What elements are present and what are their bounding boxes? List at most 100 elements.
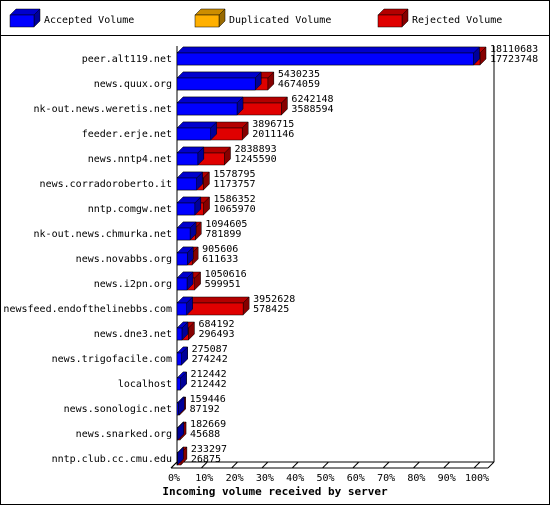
category-label: nntp.club.cc.cmu.edu — [52, 454, 172, 465]
bar — [176, 296, 250, 316]
bar — [176, 346, 189, 366]
category-label: news.i2pn.org — [94, 279, 172, 290]
value-label: 599951 — [205, 279, 241, 290]
category-label: localhost — [118, 379, 172, 390]
bar-face — [176, 127, 211, 141]
x-tick — [291, 461, 299, 469]
value-label: 212442 — [191, 379, 227, 390]
bar — [176, 71, 262, 91]
bar-face — [176, 352, 182, 366]
x-tick-label: 30% — [256, 473, 274, 484]
value-label: 3896715 — [252, 119, 294, 130]
x-tick — [352, 461, 360, 469]
category-label: nk-out.news.chmurka.net — [34, 229, 172, 240]
x-tick — [382, 461, 390, 469]
x-tick-label: 80% — [407, 473, 425, 484]
x-axis-title: Incoming volume received by server — [162, 485, 388, 498]
bar — [176, 421, 185, 441]
value-label: 4674059 — [278, 79, 320, 90]
value-label: 275087 — [192, 344, 228, 355]
bar — [176, 396, 186, 416]
value-label: 26875 — [191, 454, 221, 465]
category-label: news.snarked.org — [76, 429, 172, 440]
value-label: 87192 — [190, 404, 220, 415]
x-tick-label: 0% — [168, 473, 180, 484]
bar-face — [176, 302, 187, 316]
value-label: 3588594 — [291, 104, 333, 115]
x-tick — [443, 461, 451, 469]
value-label: 781899 — [205, 229, 241, 240]
x-tick-label: 70% — [377, 473, 395, 484]
legend-label: Accepted Volume — [44, 15, 134, 26]
value-label: 2838893 — [234, 144, 276, 155]
bar-face — [176, 252, 188, 266]
bar — [176, 146, 205, 166]
value-label: 611633 — [202, 254, 238, 265]
value-label: 233297 — [191, 444, 227, 455]
value-label: 45688 — [190, 429, 220, 440]
category-label: peer.alt119.net — [82, 54, 172, 65]
axis — [487, 461, 495, 469]
category-label: nk-out.news.weretis.net — [34, 104, 172, 115]
legend-swatch-face — [194, 14, 220, 28]
bar — [176, 321, 189, 341]
bar — [176, 221, 197, 241]
bar-face — [176, 327, 183, 341]
value-label: 1578795 — [213, 169, 255, 180]
bar — [176, 271, 194, 291]
bar-face — [176, 77, 256, 91]
category-label: news.nntp4.net — [88, 154, 172, 165]
x-tick-label: 100% — [465, 473, 489, 484]
value-label: 296493 — [198, 329, 234, 340]
bar-face — [176, 52, 474, 66]
x-tick — [261, 461, 269, 469]
x-tick — [200, 461, 208, 469]
x-tick — [473, 461, 481, 469]
bar — [176, 296, 194, 316]
bar-face — [176, 152, 199, 166]
value-label: 159446 — [190, 394, 226, 405]
value-label: 18110683 — [490, 44, 538, 55]
x-tick — [322, 461, 329, 469]
x-tick-label: 20% — [226, 473, 244, 484]
bar — [176, 196, 202, 216]
legend-swatch-face — [377, 14, 403, 28]
legend-label: Rejected Volume — [412, 15, 502, 26]
value-label: 1173757 — [213, 179, 255, 190]
category-label: news.quux.org — [94, 79, 172, 90]
bar — [176, 121, 218, 141]
bar-face — [176, 377, 181, 391]
bar — [176, 96, 244, 116]
value-label: 274242 — [192, 354, 228, 365]
x-tick-label: 90% — [438, 473, 456, 484]
category-label: news.corradoroberto.it — [40, 179, 172, 190]
value-label: 1065970 — [214, 204, 256, 215]
category-label: news.dne3.net — [94, 329, 172, 340]
legend-swatch — [9, 8, 41, 28]
bar-face — [176, 202, 196, 216]
bar-face — [176, 71, 262, 79]
value-label: 3952628 — [253, 294, 295, 305]
value-label: 1094605 — [205, 219, 247, 230]
value-label: 2011146 — [252, 129, 294, 140]
value-label: 182669 — [190, 419, 226, 430]
bar — [176, 446, 185, 466]
x-tick-label: 40% — [286, 473, 304, 484]
bar-face — [176, 177, 197, 191]
x-tick-label: 60% — [347, 473, 365, 484]
value-label: 578425 — [253, 304, 289, 315]
value-label: 17723748 — [490, 54, 538, 65]
bar-face — [176, 46, 481, 54]
legend-swatch — [377, 8, 409, 28]
category-label: news.sonologic.net — [64, 404, 172, 415]
bar-face — [176, 427, 179, 441]
value-label: 6242148 — [291, 94, 333, 105]
x-tick-label: 10% — [195, 473, 213, 484]
x-tick — [231, 461, 238, 469]
x-tick-label: 50% — [316, 473, 334, 484]
x-tick — [170, 461, 178, 469]
value-label: 5430235 — [278, 69, 320, 80]
value-label: 1586352 — [214, 194, 256, 205]
bar — [176, 46, 481, 66]
